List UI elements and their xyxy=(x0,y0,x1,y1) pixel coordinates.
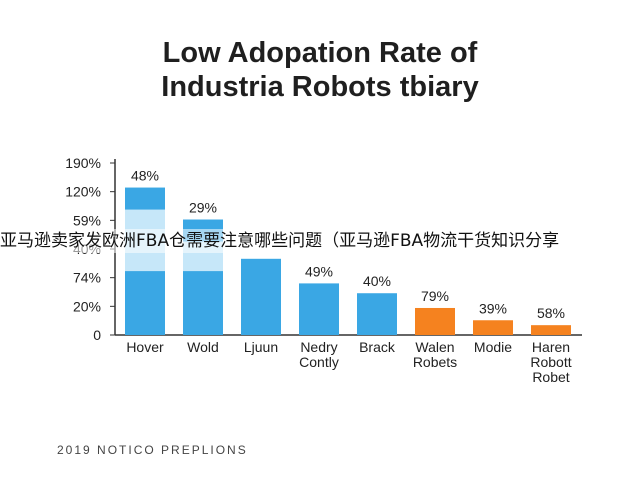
data-label: 29% xyxy=(189,200,217,216)
y-tick-label: 120% xyxy=(65,184,101,200)
x-tick-label: Ljuun xyxy=(244,339,278,355)
bar xyxy=(125,271,165,335)
x-tick-label: Hover xyxy=(126,339,164,355)
bar xyxy=(415,307,455,335)
data-label: 48% xyxy=(131,168,159,184)
y-tick-label: 74% xyxy=(73,270,101,286)
bar xyxy=(473,320,513,335)
bar xyxy=(183,271,223,335)
y-tick-label: 0 xyxy=(93,327,101,343)
chart-title: Low Adopation Rate of Industria Robots t… xyxy=(0,36,640,104)
x-tick-label: Modie xyxy=(474,339,512,355)
x-tick-label: Contly xyxy=(299,354,339,370)
data-label: 39% xyxy=(479,300,507,316)
x-tick-label: Robets xyxy=(413,354,457,370)
data-label: 40% xyxy=(363,273,391,289)
data-label: 49% xyxy=(305,263,333,279)
y-tick-label: 20% xyxy=(73,298,101,314)
bar xyxy=(241,271,281,335)
y-tick-label: 59% xyxy=(73,212,101,228)
x-tick-label: Brack xyxy=(359,339,396,355)
bar xyxy=(299,283,339,335)
overlay-caption: 亚马逊卖家发欧洲FBA仓需要注意哪些问题（亚马逊FBA物流干货知识分享 xyxy=(0,229,640,253)
x-tick-label: Robott xyxy=(530,354,571,370)
x-tick-label: Nedry xyxy=(300,339,337,355)
data-label: 79% xyxy=(421,288,449,304)
x-tick-label: Walen xyxy=(415,339,454,355)
chart-title-line-2: Industria Robots tbiary xyxy=(161,71,479,103)
x-tick-label: Haren xyxy=(532,339,570,355)
bar-top-segment xyxy=(125,187,165,210)
x-tick-label: Robet xyxy=(532,369,569,385)
data-label: 58% xyxy=(537,305,565,321)
y-tick-label: 190% xyxy=(65,155,101,171)
chart-title-line-1: Low Adopation Rate of xyxy=(162,37,478,69)
chart-footer: 2019 NOTICO PREPLIONS xyxy=(57,443,248,457)
x-tick-label: Wold xyxy=(187,339,219,355)
bar xyxy=(357,293,397,335)
bar xyxy=(531,325,571,335)
